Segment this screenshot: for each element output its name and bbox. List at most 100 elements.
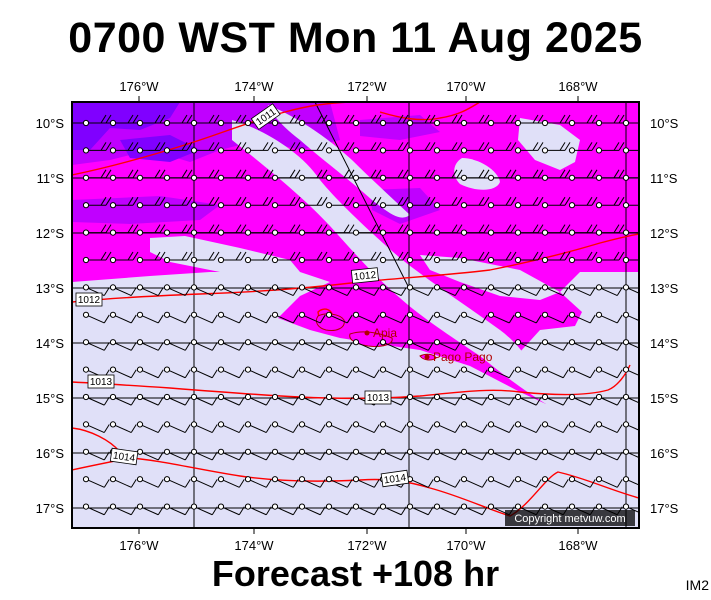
wind-barb bbox=[244, 284, 272, 296]
wind-barb bbox=[541, 448, 569, 461]
wind-barb bbox=[217, 284, 245, 296]
wind-barb bbox=[298, 311, 326, 324]
wind-barb bbox=[433, 393, 461, 406]
lat-labels-right: 10°S 11°S 12°S 13°S 14°S 15°S 16°S 17°S bbox=[650, 116, 679, 516]
lon-label-176w-bottom: 176°W bbox=[119, 538, 159, 553]
wind-barb bbox=[163, 169, 193, 181]
wind-barb bbox=[622, 448, 639, 459]
wind-barb bbox=[163, 284, 191, 296]
wind-barb bbox=[379, 114, 409, 127]
wind-barb bbox=[163, 448, 191, 461]
wind-barb bbox=[622, 503, 639, 513]
wind-barb bbox=[406, 311, 434, 324]
wind-region-purple bbox=[72, 102, 180, 150]
wind-barb bbox=[190, 339, 218, 351]
lon-label-172w: 172°W bbox=[347, 79, 387, 94]
forecast-label: Forecast +108 hr bbox=[211, 553, 500, 594]
wind-barb bbox=[271, 196, 301, 209]
wind-barb bbox=[109, 284, 137, 296]
wind-barb bbox=[487, 476, 515, 488]
wind-barb bbox=[568, 366, 596, 379]
lat-label-16s: 16°S bbox=[36, 446, 65, 461]
wind-barb bbox=[163, 196, 193, 209]
wind-barb bbox=[487, 224, 517, 236]
wind-barb bbox=[217, 224, 247, 236]
wind-barb bbox=[406, 421, 434, 433]
wind-barb bbox=[622, 476, 639, 486]
wind-barb bbox=[244, 311, 272, 324]
wind-barb bbox=[460, 393, 488, 406]
wind-barb bbox=[217, 339, 245, 351]
wind-barb bbox=[622, 284, 639, 294]
wind-streak-east bbox=[454, 158, 500, 190]
wind-barb bbox=[460, 114, 490, 127]
wind-barb bbox=[109, 311, 137, 324]
wind-barb bbox=[460, 284, 488, 296]
map-frame bbox=[71, 101, 640, 529]
wind-barb bbox=[109, 114, 139, 127]
wind-barb bbox=[109, 142, 139, 154]
wind-barb bbox=[433, 503, 461, 516]
wind-barb bbox=[217, 421, 245, 433]
wind-barb bbox=[325, 421, 353, 433]
wind-barb bbox=[190, 421, 218, 433]
wind-barb bbox=[487, 114, 517, 127]
wind-barb bbox=[595, 393, 623, 406]
wind-barb bbox=[136, 503, 164, 516]
wind-barb bbox=[487, 142, 517, 154]
wind-barb bbox=[352, 448, 380, 461]
wind-barb bbox=[622, 393, 639, 404]
wind-barb bbox=[568, 284, 596, 296]
lat-label-17s-right: 17°S bbox=[650, 501, 679, 516]
wind-barb bbox=[460, 224, 490, 236]
wind-barb bbox=[352, 284, 380, 296]
wind-barb bbox=[244, 366, 272, 379]
wind-barb bbox=[487, 448, 515, 461]
wind-barb bbox=[352, 196, 382, 209]
wind-barb bbox=[298, 196, 328, 209]
wind-barb bbox=[514, 224, 544, 236]
wind-barb bbox=[298, 393, 326, 406]
wind-barb bbox=[109, 393, 137, 406]
isobar-label-1014-mid: 1014 bbox=[380, 469, 410, 488]
wind-barb bbox=[325, 224, 355, 236]
wind-barb bbox=[595, 114, 625, 127]
wind-barb bbox=[487, 169, 517, 181]
wind-barb bbox=[298, 251, 328, 264]
wind-barb bbox=[217, 503, 245, 516]
wind-barb bbox=[622, 174, 639, 181]
wind-barb bbox=[109, 476, 137, 488]
wind-barb bbox=[325, 196, 355, 209]
wind-barb bbox=[541, 196, 571, 209]
lat-label-11s-right: 11°S bbox=[650, 171, 678, 186]
wind-barb bbox=[325, 476, 353, 488]
wind-barb bbox=[352, 476, 380, 488]
wind-barb bbox=[379, 503, 407, 516]
isobars bbox=[72, 102, 639, 517]
wind-barb bbox=[325, 114, 355, 127]
wind-barb bbox=[271, 476, 299, 488]
wind-barb bbox=[82, 196, 112, 209]
wind-barb bbox=[190, 366, 218, 379]
wind-barb bbox=[514, 196, 544, 209]
wind-barb bbox=[136, 284, 164, 296]
wind-barb bbox=[622, 147, 639, 154]
wind-barb bbox=[352, 421, 380, 433]
wind-barb bbox=[406, 224, 436, 236]
wind-barb bbox=[568, 251, 598, 264]
wind-barb bbox=[541, 339, 569, 351]
wind-barb bbox=[190, 114, 220, 127]
wind-barb bbox=[379, 339, 407, 351]
wind-barb bbox=[244, 393, 272, 406]
wind-barb bbox=[163, 339, 191, 351]
lon-labels-bottom: 176°W 174°W 172°W 170°W 168°W bbox=[119, 538, 598, 553]
lat-labels-left: 10°S 11°S 12°S 13°S 14°S 15°S 16°S 17°S bbox=[36, 116, 65, 516]
wind-barb bbox=[514, 339, 542, 351]
wind-barb bbox=[379, 284, 407, 296]
wind-barb bbox=[271, 251, 301, 264]
wind-barb bbox=[244, 339, 272, 351]
wind-barb bbox=[325, 503, 353, 516]
wind-barb bbox=[460, 476, 488, 488]
wind-barb bbox=[352, 366, 380, 379]
wind-barb bbox=[109, 196, 139, 209]
